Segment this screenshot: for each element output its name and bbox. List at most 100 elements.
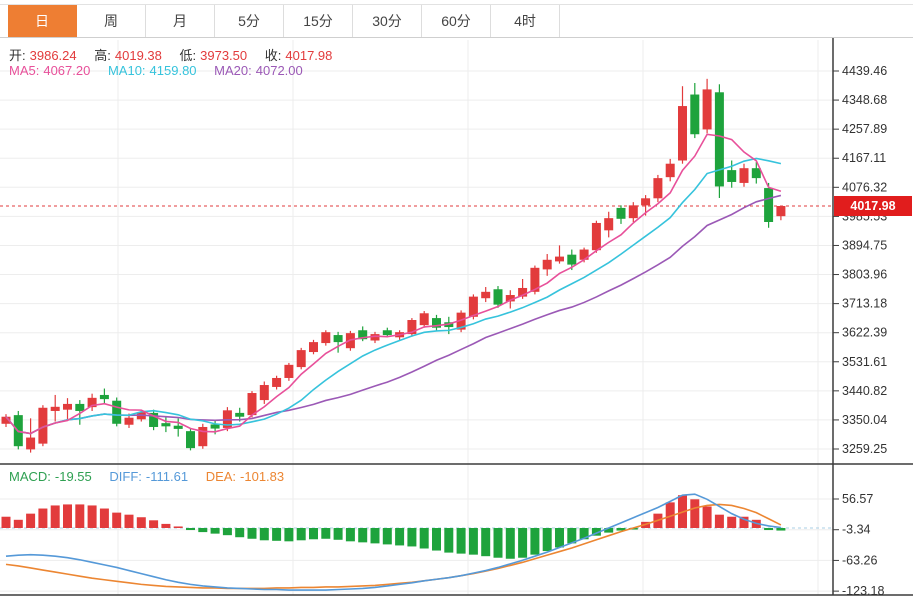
candle-body — [38, 407, 48, 444]
candle-body — [727, 170, 737, 182]
macd-bar — [358, 528, 368, 543]
macd-bar — [776, 528, 786, 531]
timeframe-tab-2[interactable]: 月 — [146, 5, 215, 37]
dea-label: DEA: — [205, 469, 237, 484]
candle-body — [628, 205, 638, 219]
candle-body — [751, 168, 761, 179]
candle-body — [468, 296, 478, 317]
ma10-value: 4159.80 — [149, 63, 197, 78]
main-axis-label: 4257.89 — [842, 122, 887, 136]
macd-bar — [87, 505, 97, 528]
candle-body — [309, 342, 318, 353]
main-axis-label: 4439.46 — [842, 64, 887, 78]
candle-body — [87, 397, 97, 408]
macd-bar — [222, 528, 232, 536]
ma5-label: MA5: — [9, 63, 40, 78]
close-label: 收: — [264, 48, 282, 63]
macd-bar — [1, 516, 11, 528]
low-label: 低: — [179, 48, 197, 63]
macd-bar — [702, 506, 712, 528]
candle-body — [518, 287, 528, 297]
macd-bar — [690, 499, 700, 528]
macd-bar — [63, 504, 72, 528]
candle-body — [210, 424, 220, 429]
diff-label: DIFF: — [109, 469, 142, 484]
macd-bar — [210, 528, 220, 534]
candle-body — [714, 92, 724, 187]
ma10-line — [5, 157, 782, 435]
low-value: 3973.50 — [200, 48, 248, 63]
timeframe-tab-4[interactable]: 15分 — [284, 5, 353, 37]
candle-body — [235, 412, 245, 417]
candle-body — [481, 291, 491, 299]
macd-bar — [395, 528, 405, 546]
candle-body — [333, 335, 343, 343]
candle-body — [690, 94, 700, 135]
candle-body — [296, 350, 306, 368]
macd-bar — [259, 528, 269, 541]
candle-body — [567, 254, 577, 265]
macd-bar — [579, 528, 589, 540]
candle-body — [493, 289, 503, 305]
diff-line — [5, 493, 781, 591]
macd-bar — [530, 528, 540, 555]
candle-body — [370, 334, 380, 341]
macd-bar — [38, 508, 48, 528]
macd-bar — [604, 528, 614, 533]
candle-body — [665, 163, 675, 178]
high-value: 4019.38 — [114, 48, 162, 63]
candle-body — [382, 330, 392, 336]
candle-body — [26, 437, 36, 450]
macd-axis-label: -63.26 — [842, 553, 877, 567]
macd-bar — [99, 508, 109, 528]
high-label: 高: — [94, 48, 111, 63]
candle-body — [124, 417, 134, 425]
timeframe-tabbar: 日周月 5分 15分 30分 60分 4时 — [0, 4, 913, 38]
candle-body — [99, 394, 109, 400]
timeframe-tab-7[interactable]: 4时 — [491, 5, 560, 37]
timeframe-tab-1[interactable]: 周 — [77, 5, 146, 37]
macd-bar — [112, 512, 122, 528]
macd-bar — [542, 528, 552, 552]
timeframe-tab-3[interactable]: 5分 — [215, 5, 284, 37]
candle-body — [112, 400, 122, 424]
candle-body — [50, 406, 60, 411]
macd-bar — [616, 528, 626, 531]
macd-bar — [727, 516, 737, 528]
main-axis-label: 3803.96 — [842, 268, 887, 282]
current-price-badge: 4017.98 — [834, 196, 912, 216]
candle-body — [604, 218, 614, 231]
ohlc-readout: 开: 3986.24 高: 4019.38 低: 3973.50 收: 4017.98 — [9, 45, 336, 64]
timeframe-tab-6[interactable]: 60分 — [422, 5, 491, 37]
candle-body — [173, 425, 183, 429]
main-axis-label: 3622.39 — [842, 326, 887, 340]
main-axis-label: 4348.68 — [842, 93, 887, 107]
timeframe-tab-0[interactable]: 日 — [8, 5, 77, 37]
candle-body — [653, 178, 663, 199]
candle-body — [555, 256, 564, 262]
candle-body — [247, 393, 257, 416]
candle-body — [591, 222, 601, 251]
candle-body — [678, 106, 687, 161]
timeframe-tab-5[interactable]: 30分 — [353, 5, 422, 37]
candle-body — [198, 426, 208, 447]
macd-bar — [382, 528, 392, 545]
close-value: 4017.98 — [285, 48, 333, 63]
macd-bar — [456, 528, 466, 554]
candle-body — [702, 89, 712, 130]
candle-body — [764, 188, 774, 223]
macd-bar — [284, 528, 294, 542]
ma20-value: 4072.00 — [255, 63, 303, 78]
macd-bar — [272, 528, 282, 541]
main-axis-label: 3713.18 — [842, 297, 887, 311]
ma-readout: MA5: 4067.20 MA10: 4159.80 MA20: 4072.00 — [9, 63, 307, 78]
macd-bar — [555, 528, 564, 548]
candle-body — [1, 416, 11, 424]
tabbar-spacer — [0, 5, 8, 37]
candle-body — [407, 320, 417, 335]
candle-body — [63, 403, 72, 410]
ma5-line — [5, 133, 782, 435]
dea-value: -101.83 — [240, 469, 285, 484]
